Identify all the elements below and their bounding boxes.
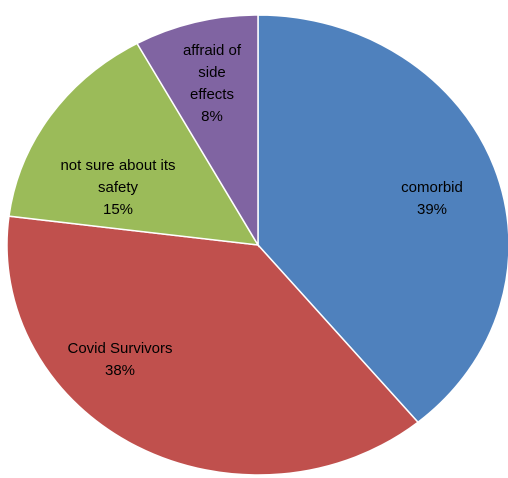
slice-category-label: affraid of bbox=[183, 42, 242, 59]
slice-label: affraid of side effects 8% bbox=[183, 42, 242, 125]
slice-percent-label: 8% bbox=[201, 108, 223, 125]
slice-percent-label: 39% bbox=[417, 201, 447, 218]
pie-slice bbox=[8, 42, 260, 246]
slice-category-label: not sure about its bbox=[60, 157, 175, 174]
slice-category-label: Covid Survivors bbox=[67, 340, 172, 357]
slice-category-label: comorbid bbox=[401, 179, 463, 196]
pie-slice bbox=[136, 14, 259, 248]
slice-category-label: side bbox=[198, 64, 226, 81]
pie-slice bbox=[257, 14, 508, 424]
slice-label: Covid Survivors 38% bbox=[67, 340, 172, 379]
slice-category-label: effects bbox=[190, 86, 234, 103]
slice-category-label: safety bbox=[98, 179, 139, 196]
slice-label: comorbid 39% bbox=[401, 179, 463, 218]
slice-label: not sure about its safety 15% bbox=[60, 157, 175, 218]
slice-percent-label: 15% bbox=[103, 201, 133, 218]
slice-percent-label: 38% bbox=[105, 362, 135, 379]
pie-slice bbox=[6, 215, 420, 476]
